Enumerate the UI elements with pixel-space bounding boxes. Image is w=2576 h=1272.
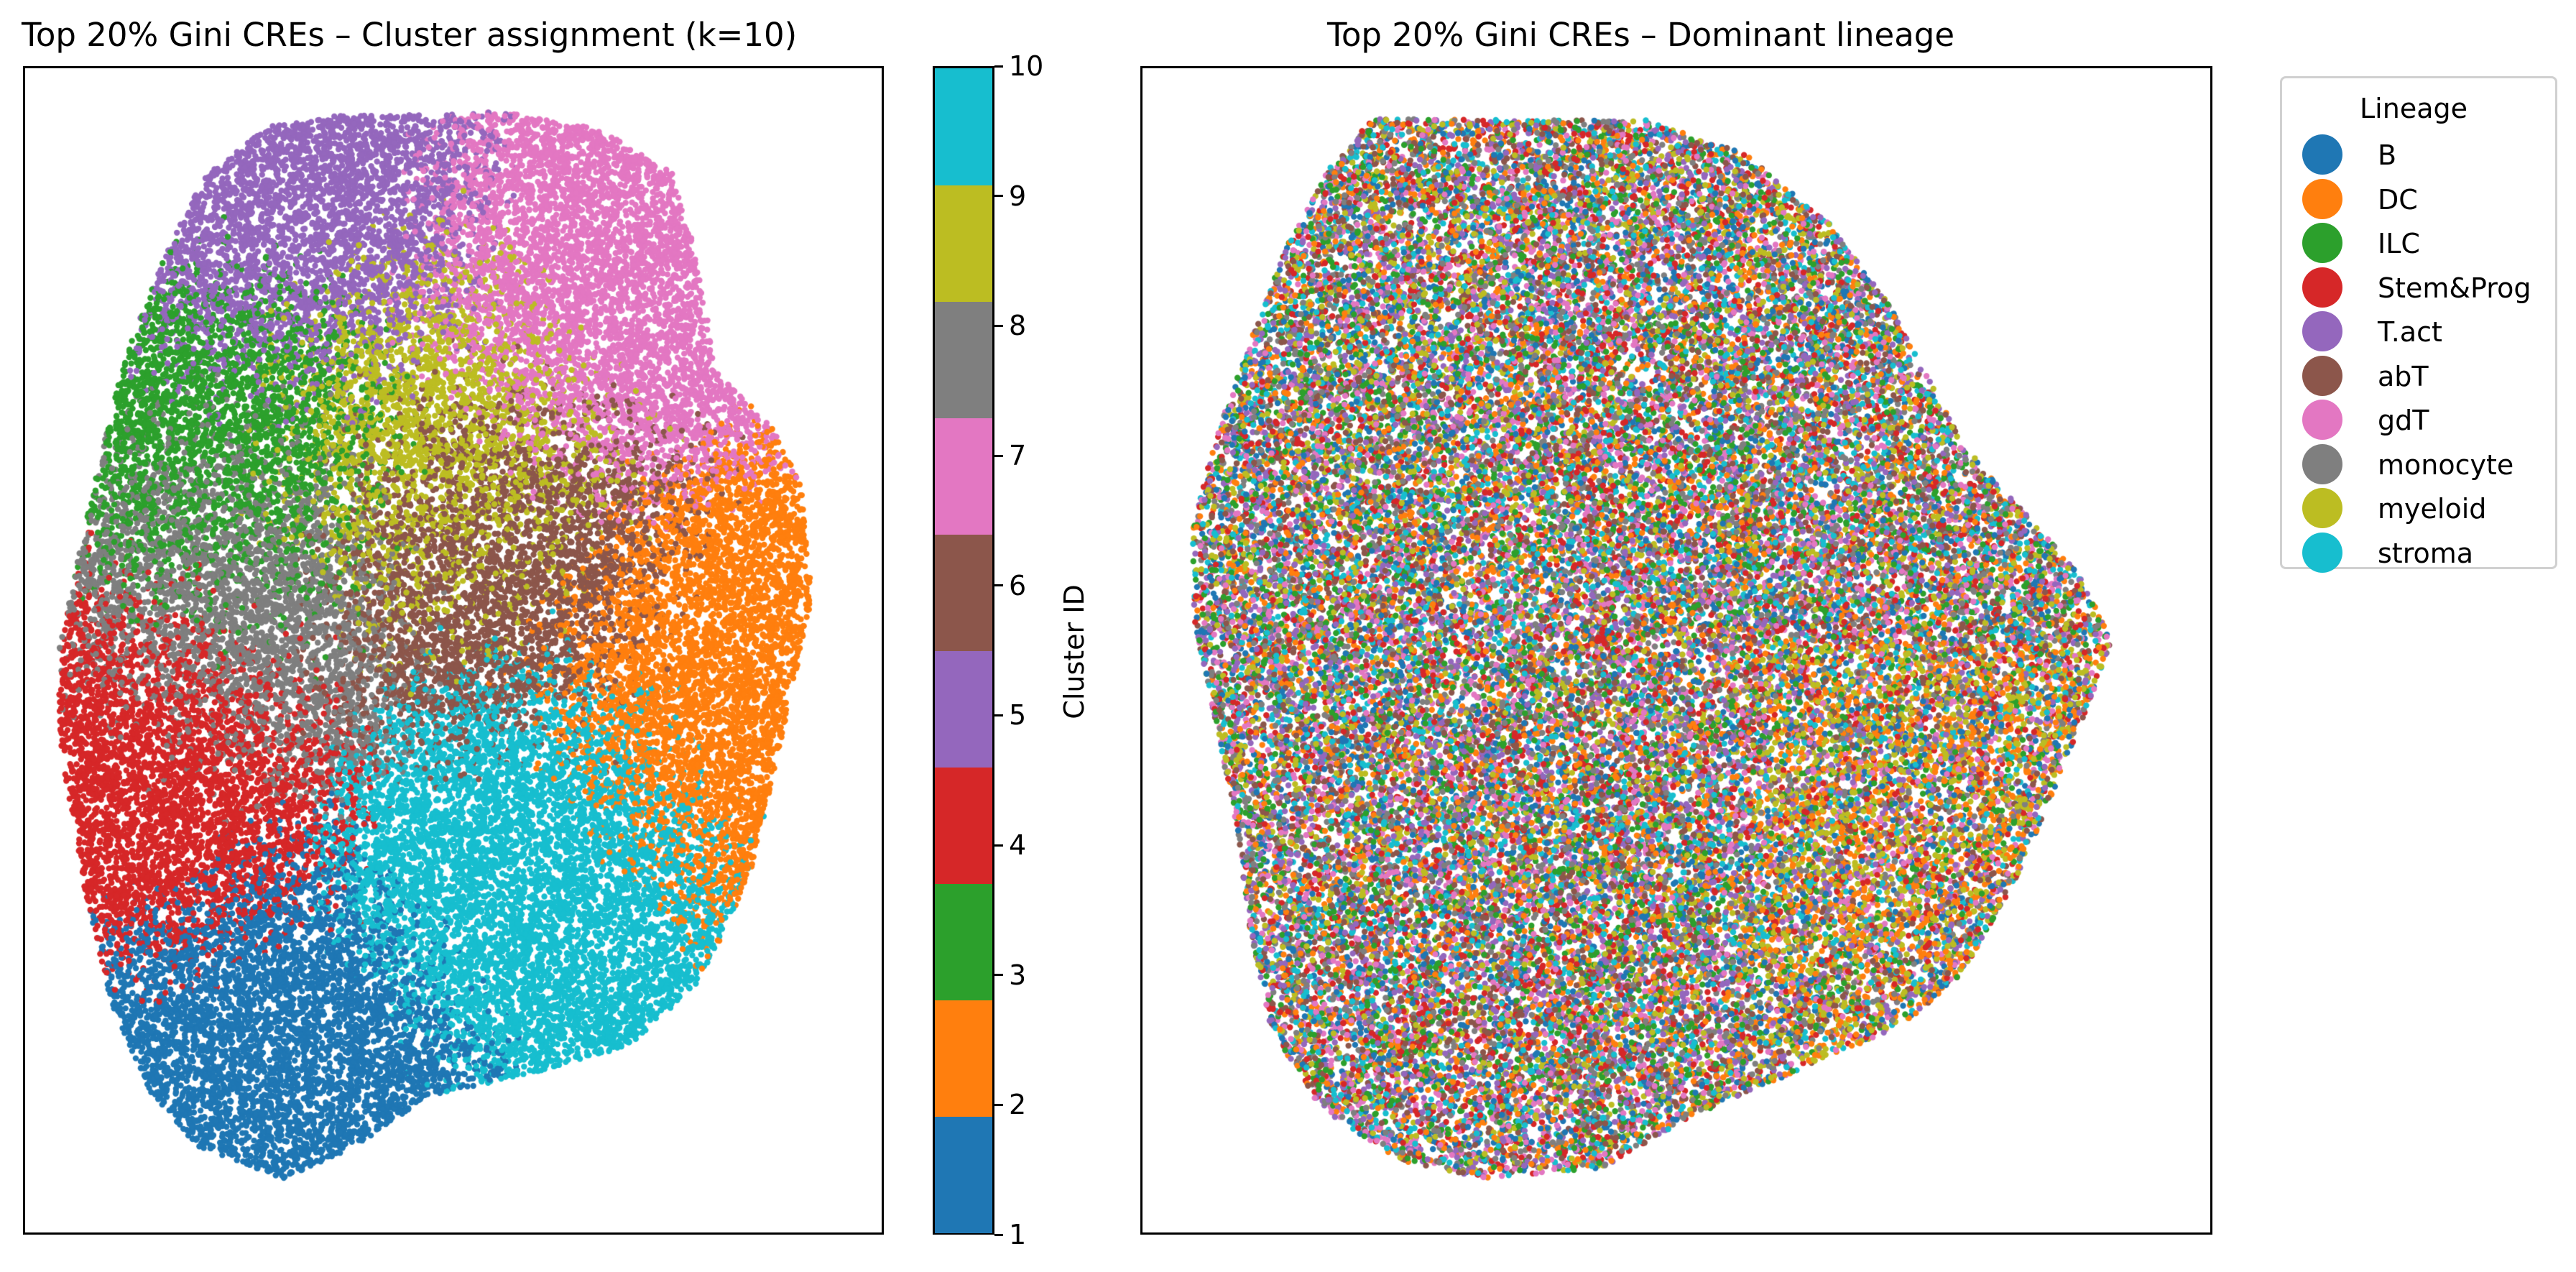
colorbar-tick: [994, 1103, 1003, 1106]
colorbar-tick: [994, 1233, 1003, 1236]
legend-item: DC: [2282, 178, 2555, 221]
right-scatter-axes: [1140, 66, 2212, 1235]
colorbar-tick-label: 2: [1009, 1089, 1027, 1121]
legend-marker-icon: [2302, 223, 2342, 263]
legend-label: T.act: [2378, 316, 2442, 348]
legend-label: abT: [2378, 360, 2429, 392]
legend-label: DC: [2378, 183, 2418, 216]
legend-item: T.act: [2282, 310, 2555, 353]
legend-label: monocyte: [2378, 448, 2514, 481]
legend-item: Stem&Prog: [2282, 266, 2555, 309]
legend-marker-icon: [2302, 134, 2342, 175]
legend-label: ILC: [2378, 228, 2420, 259]
colorbar-segment-3: [935, 883, 992, 1000]
colorbar-segment-6: [935, 534, 992, 651]
legend-marker-icon: [2302, 355, 2342, 396]
colorbar-tick-label: 6: [1009, 569, 1027, 602]
legend-label: B: [2378, 139, 2397, 171]
colorbar-tick-label: 3: [1009, 959, 1027, 991]
legend-marker-icon: [2302, 488, 2342, 528]
colorbar-segment-4: [935, 767, 992, 884]
colorbar-tick: [994, 454, 1003, 457]
colorbar-tick-label: 7: [1009, 440, 1027, 471]
right-scatter-points: [1142, 68, 2210, 1232]
legend-label: Stem&Prog: [2378, 272, 2531, 304]
legend-marker-icon: [2302, 311, 2342, 351]
colorbar-segment-2: [935, 1000, 992, 1117]
colorbar-tick: [994, 844, 1003, 847]
legend-label: myeloid: [2378, 493, 2487, 525]
colorbar-tick: [994, 195, 1003, 198]
legend-item: abT: [2282, 354, 2555, 397]
colorbar-tick: [994, 584, 1003, 587]
colorbar-tick-label: 5: [1009, 699, 1027, 732]
legend-item: ILC: [2282, 221, 2555, 264]
right-chart-title: Top 20% Gini CREs – Dominant lineage: [1327, 16, 1955, 54]
legend-item: monocyte: [2282, 443, 2555, 486]
colorbar-segment-8: [935, 301, 992, 418]
colorbar-tick-label: 9: [1009, 180, 1027, 212]
colorbar-tick: [994, 974, 1003, 977]
legend-marker-icon: [2302, 178, 2342, 219]
legend-title: Lineage: [2360, 93, 2467, 124]
legend-marker-icon: [2302, 443, 2342, 484]
lineage-legend: Lineage B DC ILC Stem&Prog T.act abT gdT monocy…: [2280, 76, 2557, 573]
legend-marker-icon: [2302, 400, 2342, 440]
colorbar-label: Cluster ID: [1058, 584, 1090, 719]
colorbar-tick-label: 10: [1009, 50, 1044, 82]
legend-marker-icon: [2302, 532, 2342, 573]
colorbar-tick: [994, 324, 1003, 327]
colorbar-segment-9: [935, 185, 992, 302]
legend-item: myeloid: [2282, 487, 2555, 530]
left-scatter-axes: [23, 66, 884, 1235]
colorbar-segment-7: [935, 418, 992, 535]
left-chart-title: Top 20% Gini CREs – Cluster assignment (…: [22, 16, 798, 54]
colorbar-segment-10: [935, 68, 992, 185]
legend-item: gdT: [2282, 398, 2555, 441]
colorbar-tick-label: 4: [1009, 829, 1027, 861]
colorbar-tick-label: 8: [1009, 310, 1027, 342]
legend-item: B: [2282, 133, 2555, 176]
legend-marker-icon: [2302, 267, 2342, 308]
colorbar-segment-5: [935, 650, 992, 768]
legend-label: gdT: [2378, 405, 2429, 436]
colorbar-segment-1: [935, 1116, 992, 1233]
colorbar-tick-label: 1: [1009, 1219, 1027, 1250]
colorbar-tick: [994, 714, 1003, 716]
colorbar-tick: [994, 65, 1003, 68]
legend-item: stroma: [2282, 531, 2555, 574]
legend-label: stroma: [2378, 537, 2474, 569]
left-scatter-points: [25, 68, 882, 1232]
cluster-colorbar: [933, 66, 994, 1235]
